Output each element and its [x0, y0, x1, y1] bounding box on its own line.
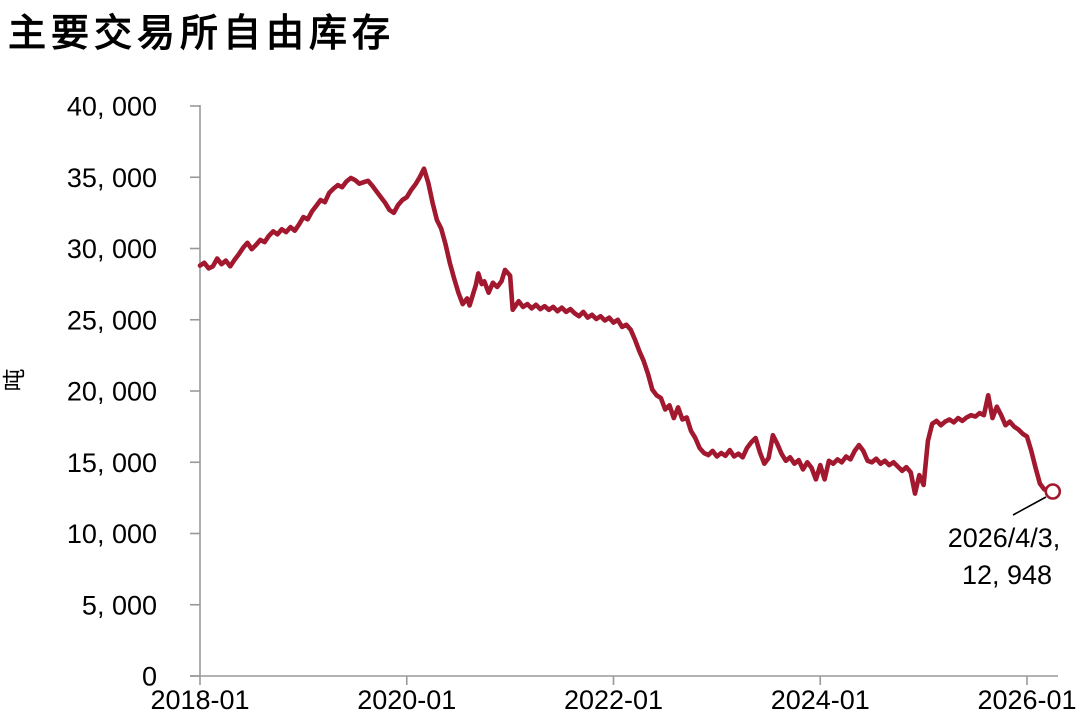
- y-tick-label: 35, 000: [67, 163, 157, 193]
- y-tick-label: 0: [142, 662, 157, 692]
- x-axis-ticks: [199, 676, 1028, 685]
- chart-title: 主要交易所自由库存: [8, 13, 396, 55]
- annotation-date-text: 2026/4/3,: [948, 523, 1061, 553]
- annotation-value-text: 12, 948: [962, 560, 1052, 590]
- x-tick-label: 2020-01: [357, 685, 456, 715]
- y-tick-label: 5, 000: [82, 590, 157, 620]
- y-tick-label: 20, 000: [67, 377, 157, 407]
- y-axis-unit-label: 吨: [2, 369, 27, 392]
- annotation-leader-line: [1012, 496, 1047, 516]
- x-tick-label: 2022-01: [564, 685, 663, 715]
- x-tick-label: 2026-01: [977, 685, 1076, 715]
- y-tick-label: 30, 000: [67, 234, 157, 264]
- last-point-marker: [1044, 483, 1062, 500]
- axes: [190, 105, 1058, 677]
- y-axis-ticks: [190, 105, 200, 677]
- x-tick-label: 2018-01: [150, 685, 249, 715]
- x-tick-label: 2024-01: [771, 685, 870, 715]
- inventory-line-series: [197, 166, 1056, 496]
- y-axis-tick-labels: 0 5, 000 10, 000 15, 000 20, 000 25, 000 30, 0…: [67, 92, 157, 692]
- y-tick-label: 15, 000: [67, 448, 157, 478]
- x-axis-tick-labels: 2018-01 2020-01 2022-01 2024-01 2026-01: [150, 685, 1076, 715]
- y-tick-label: 40, 000: [67, 92, 157, 122]
- y-tick-label: 10, 000: [67, 519, 157, 549]
- y-tick-label: 25, 000: [67, 305, 157, 335]
